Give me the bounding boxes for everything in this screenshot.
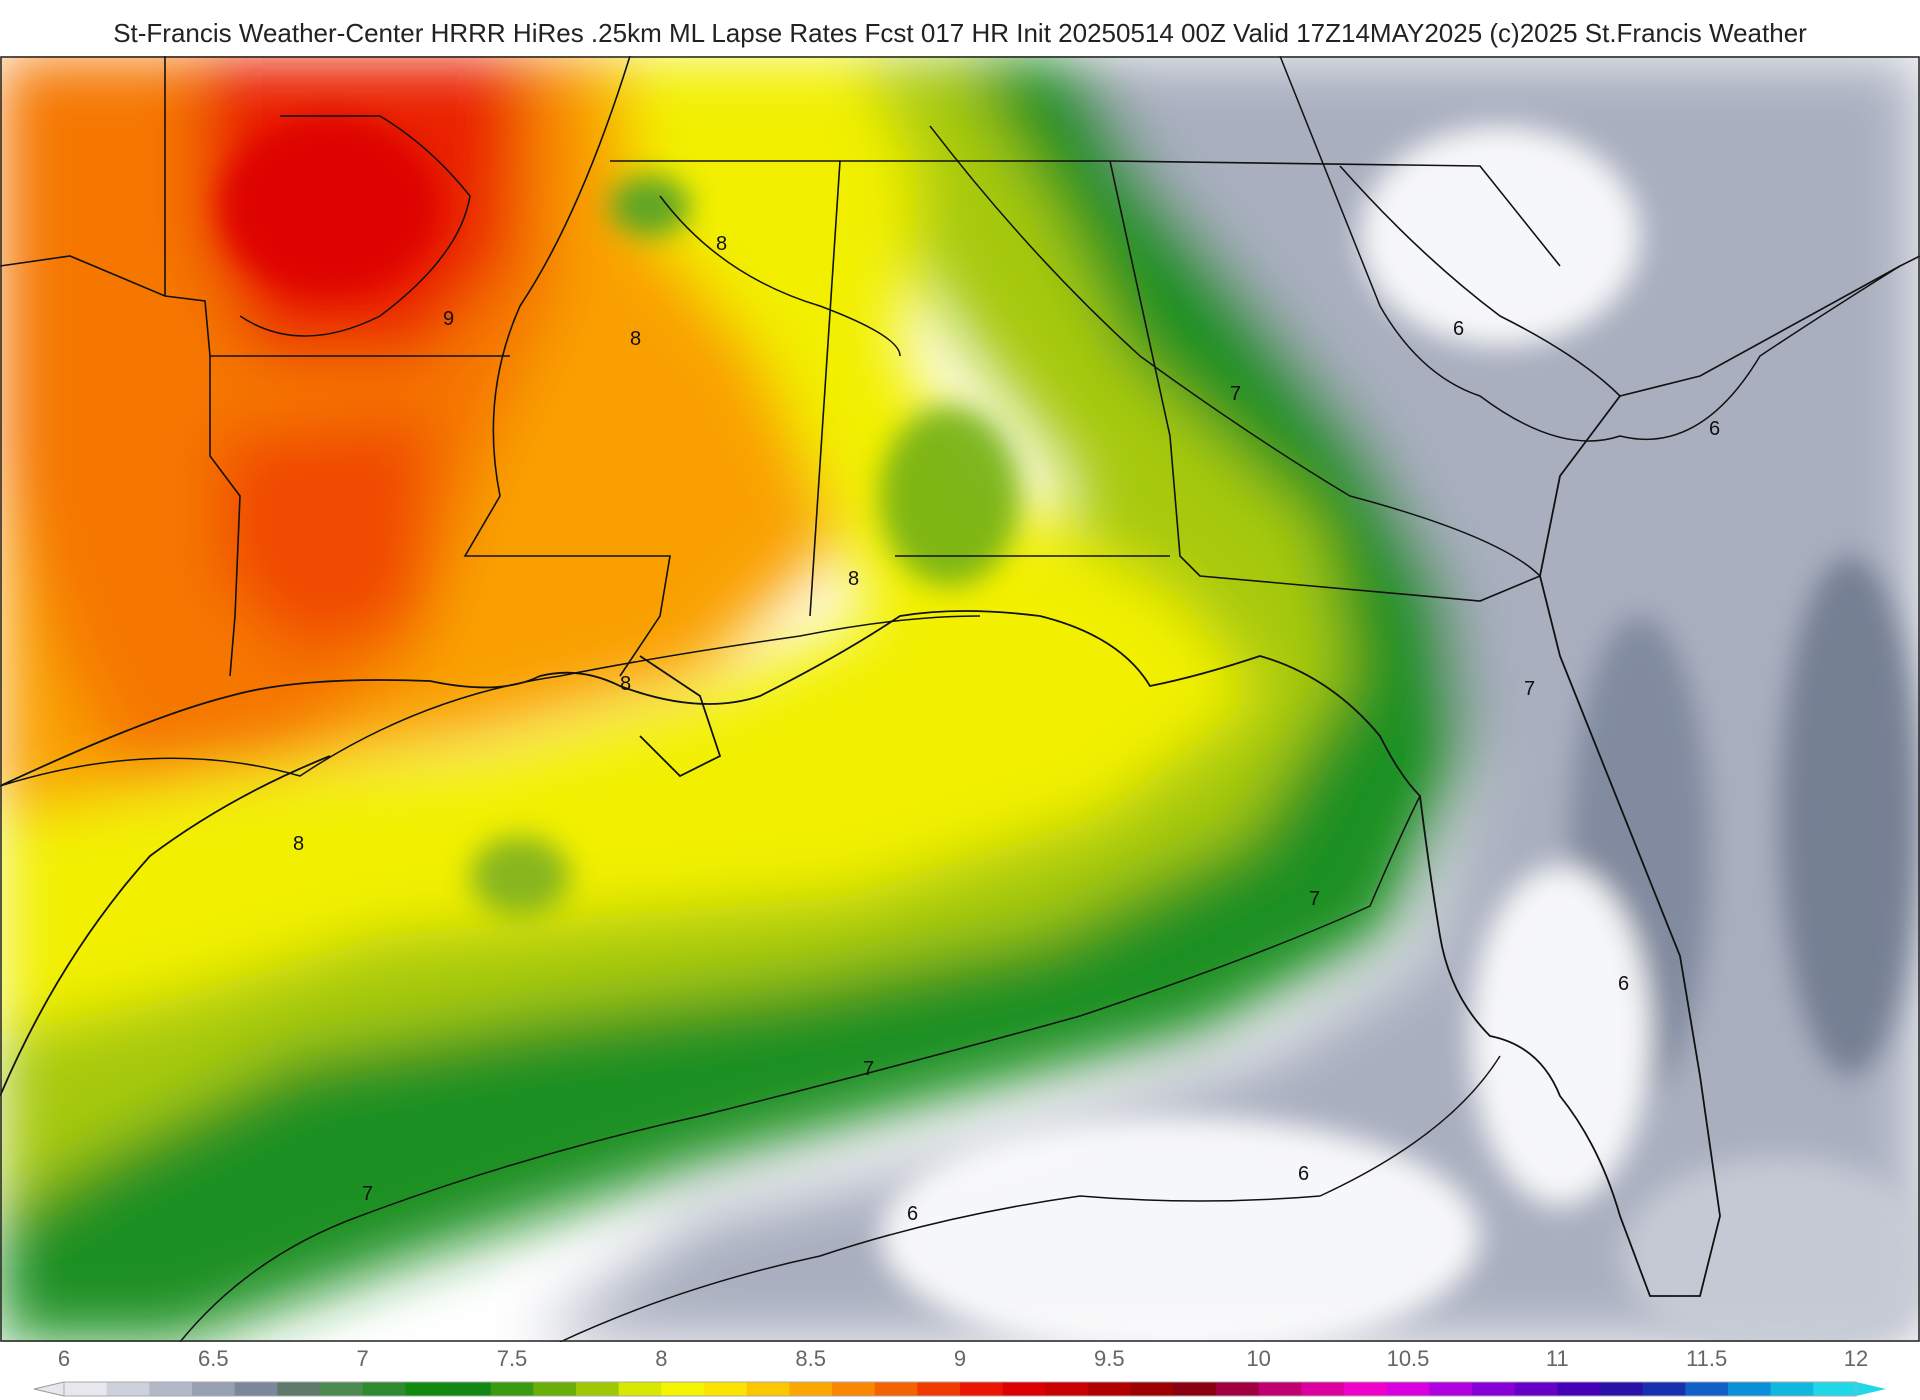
- state-boundaries: [0, 56, 1920, 677]
- legend-color-swatch: [192, 1382, 236, 1396]
- legend-color-swatch: [1301, 1382, 1345, 1396]
- contour-label: 7: [1524, 678, 1535, 700]
- legend-color-swatch: [1258, 1382, 1302, 1396]
- legend-color-swatch: [490, 1382, 534, 1396]
- legend-color-swatch: [1600, 1382, 1644, 1396]
- legend-color-swatch: [64, 1382, 108, 1396]
- contour-label: 7: [1230, 383, 1241, 405]
- legend-color-swatch: [320, 1382, 364, 1396]
- coastline: [0, 395, 1721, 1297]
- legend-color-swatch: [1216, 1382, 1260, 1396]
- legend-color-bar: [33, 1381, 1886, 1397]
- legend-tick-label: 11: [1545, 1346, 1569, 1371]
- contour-label: 6: [1453, 318, 1464, 340]
- lapse-rate-field: [0, 56, 1920, 1342]
- legend-tick-label: 7.5: [496, 1346, 528, 1371]
- legend-arrow-high: [1856, 1382, 1886, 1396]
- legend-color-swatch: [1002, 1382, 1046, 1396]
- lapse-rate-map: 9 8 8 8 8 8 7 7 7 7 7 6 6 6 6 6: [0, 56, 1920, 1342]
- contour-label: 6: [1709, 418, 1720, 440]
- legend-bar-frame: [63, 1381, 1857, 1397]
- legend-color-swatch: [1173, 1382, 1217, 1396]
- legend-color-swatch: [277, 1382, 321, 1396]
- legend-tick-label: 9: [953, 1346, 967, 1371]
- contour-lines: [0, 56, 1901, 1342]
- legend-tick-label: 10: [1246, 1346, 1271, 1371]
- legend-color-swatch: [789, 1382, 833, 1396]
- legend-tick-label: 12: [1843, 1346, 1869, 1371]
- contour-label: 6: [1298, 1163, 1309, 1185]
- contour-label: 8: [620, 673, 631, 695]
- legend-color-swatch: [533, 1382, 577, 1396]
- contour-label: 7: [1309, 888, 1320, 910]
- legend-tick-label: 6: [57, 1346, 71, 1371]
- legend-color-swatch: [1344, 1382, 1388, 1396]
- legend-color-swatch: [1088, 1382, 1132, 1396]
- legend-color-swatch: [149, 1382, 193, 1396]
- legend-color-swatch: [1642, 1382, 1686, 1396]
- legend-color-swatch: [917, 1382, 961, 1396]
- contour-label: 6: [907, 1203, 918, 1225]
- legend-color-swatch: [576, 1382, 620, 1396]
- legend-arrow-low: [33, 1381, 65, 1397]
- legend-color-swatch: [661, 1382, 705, 1396]
- legend-tick-label: 9.5: [1094, 1346, 1125, 1371]
- legend-tick-label: 7: [356, 1346, 369, 1371]
- legend-color-swatch: [106, 1382, 150, 1396]
- legend-color-swatch: [704, 1382, 748, 1396]
- legend-color-swatch: [362, 1382, 406, 1396]
- legend-color-swatch: [618, 1382, 662, 1396]
- legend-color-swatch: [746, 1382, 790, 1396]
- legend-tick-label: 8.5: [795, 1346, 826, 1371]
- legend-tick-label: 10.5: [1386, 1346, 1430, 1371]
- legend-color-swatch: [874, 1382, 918, 1396]
- legend-color-swatch: [832, 1382, 876, 1396]
- legend-tick-label: 6.5: [198, 1346, 229, 1371]
- contour-label: 6: [1618, 973, 1629, 995]
- legend-color-swatch: [234, 1382, 278, 1396]
- legend-color-swatch: [1386, 1382, 1430, 1396]
- legend-color-swatch: [1770, 1382, 1814, 1396]
- legend-color-swatch: [1728, 1382, 1772, 1396]
- legend-color-swatch: [1557, 1382, 1601, 1396]
- legend-tick-label: 11.5: [1686, 1346, 1728, 1371]
- legend-color-swatch: [1045, 1382, 1089, 1396]
- legend-color-swatch: [1472, 1382, 1516, 1396]
- legend-color-swatch: [1514, 1382, 1558, 1396]
- legend-color-swatch: [1130, 1382, 1174, 1396]
- map-title: St-Francis Weather-Center HRRR HiRes .25…: [113, 18, 1807, 48]
- contour-label: 9: [443, 308, 454, 330]
- legend-color-swatch: [1429, 1382, 1473, 1396]
- contour-label: 8: [293, 833, 304, 855]
- contour-label: 7: [863, 1058, 874, 1080]
- legend-color-swatch: [960, 1382, 1004, 1396]
- contour-label: 7: [362, 1183, 373, 1205]
- contour-label: 8: [716, 233, 727, 255]
- contour-label: 8: [630, 328, 641, 350]
- legend-color-swatch: [1685, 1382, 1729, 1396]
- legend-color-swatch: [448, 1382, 492, 1396]
- contour-labels: 9 8 8 8 8 8 7 7 7 7 7 6 6 6 6 6: [293, 233, 1720, 1225]
- legend-color-swatch: [1813, 1382, 1857, 1396]
- legend-tick-label: 8: [655, 1346, 668, 1371]
- legend-color-swatch: [405, 1382, 449, 1396]
- color-scale-legend: 6 6.5 7 7.5 8 8.5 9 9.5 10 10.5 11 11.5 12: [0, 1342, 1920, 1400]
- contour-label: 8: [848, 568, 859, 590]
